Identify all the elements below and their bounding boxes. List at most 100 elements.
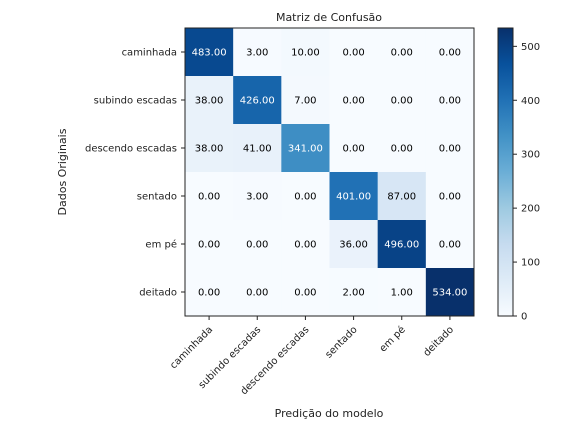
heatmap-cell	[281, 28, 330, 77]
heatmap-cell	[329, 124, 379, 173]
cell-value-label: 0.00	[391, 96, 413, 107]
heatmap-cell	[425, 124, 475, 173]
heatmap-cell	[329, 28, 379, 77]
cell-value-label: 341.00	[288, 144, 323, 155]
colorbar: 0 100 200 300 400 500	[497, 27, 540, 323]
heatmap-cell	[185, 76, 234, 125]
cell-value-label: 0.00	[439, 192, 461, 203]
cell-value-label: 87.00	[387, 192, 416, 203]
heatmap-cell	[377, 268, 427, 317]
cell-value-label: 0.00	[439, 240, 461, 251]
cell-value-label: 0.00	[246, 240, 268, 251]
heatmap-cell	[281, 268, 330, 317]
cell-value-label: 0.00	[246, 288, 268, 299]
heatmap-cell	[377, 220, 427, 269]
y-tick-label: caminhada	[122, 48, 177, 59]
heatmap-cell	[281, 124, 330, 173]
cell-value-label: 1.00	[391, 288, 413, 299]
cell-value-label: 0.00	[198, 288, 220, 299]
heatmap-cell	[425, 172, 475, 221]
cell-value-label: 38.00	[195, 96, 224, 107]
heatmap-cell	[377, 172, 427, 221]
x-axis-title: Predição do modelo	[275, 407, 384, 420]
colorbar-gradient	[497, 27, 514, 317]
cell-value-label: 0.00	[439, 96, 461, 107]
heatmap-cell	[281, 76, 330, 125]
heatmap-cell	[329, 172, 379, 221]
heatmap-cell-labels: 483.00 3.00 10.00 0.00 0.00 0.00 38.00 426.00 7.…	[192, 48, 468, 299]
cell-value-label: 426.00	[240, 96, 275, 107]
cell-value-label: 3.00	[246, 192, 268, 203]
colorbar-tick-label: 300	[521, 150, 540, 161]
y-tick-label: deitado	[139, 288, 177, 299]
cell-value-label: 496.00	[384, 240, 419, 251]
x-tick-label: sentado	[323, 324, 359, 360]
cell-value-label: 483.00	[192, 48, 227, 59]
cell-value-label: 534.00	[432, 288, 467, 299]
heatmap-cell	[281, 172, 330, 221]
heatmap-cell	[233, 76, 282, 125]
colorbar-tick-label: 400	[521, 96, 540, 107]
heatmap-cells	[185, 28, 475, 317]
cell-value-label: 0.00	[294, 288, 316, 299]
heatmap-cell	[281, 220, 330, 269]
heatmap-cell	[185, 28, 234, 77]
heatmap-cell	[185, 268, 234, 317]
heatmap-cell	[425, 28, 475, 77]
colorbar-tick-label: 500	[521, 42, 540, 53]
x-tick-label: caminhada	[168, 324, 215, 371]
cell-value-label: 2.00	[342, 288, 364, 299]
cell-value-label: 3.00	[246, 48, 268, 59]
cell-value-label: 0.00	[294, 192, 316, 203]
cell-value-label: 401.00	[336, 192, 371, 203]
y-axis-ticks: caminhada subindo escadas descendo escadas…	[85, 48, 185, 299]
y-tick-label: subindo escadas	[94, 96, 177, 107]
y-tick-label: em pé	[145, 239, 177, 251]
heatmap-cell	[185, 220, 234, 269]
heatmap-cell	[233, 28, 282, 77]
heatmap-cell	[425, 268, 475, 317]
colorbar-ticks: 0 100 200 300 400 500	[513, 42, 540, 323]
heatmap-cell	[377, 28, 427, 77]
cell-value-label: 41.00	[243, 144, 272, 155]
heatmap-cell	[425, 220, 475, 269]
cell-value-label: 36.00	[339, 240, 368, 251]
y-tick-label: sentado	[137, 192, 177, 203]
heatmap-cell	[233, 268, 282, 317]
cell-value-label: 10.00	[291, 48, 320, 59]
colorbar-tick-label: 0	[521, 312, 527, 323]
heatmap-cell	[185, 124, 234, 173]
colorbar-tick-label: 100	[521, 258, 540, 269]
chart-title: Matriz de Confusão	[276, 11, 382, 24]
heatmap-cell	[425, 76, 475, 125]
heatmap-cell	[377, 76, 427, 125]
cell-value-label: 0.00	[391, 144, 413, 155]
cell-value-label: 0.00	[439, 48, 461, 59]
cell-value-label: 0.00	[391, 48, 413, 59]
cell-value-label: 0.00	[294, 240, 316, 251]
x-tick-label: em pé	[377, 324, 408, 355]
heatmap-cell	[329, 268, 379, 317]
cell-value-label: 38.00	[195, 144, 224, 155]
heatmap-cell	[329, 220, 379, 269]
cell-value-label: 0.00	[342, 144, 364, 155]
heatmap-cell	[233, 124, 282, 173]
cell-value-label: 0.00	[342, 48, 364, 59]
x-tick-label: deitado	[422, 324, 457, 359]
y-axis-title: Dados Originais	[56, 128, 69, 215]
heatmap-cell	[233, 172, 282, 221]
cell-value-label: 0.00	[198, 192, 220, 203]
heatmap-cell	[377, 124, 427, 173]
cell-value-label: 0.00	[198, 240, 220, 251]
y-tick-label: descendo escadas	[85, 144, 177, 155]
cell-value-label: 0.00	[439, 144, 461, 155]
cell-value-label: 7.00	[294, 96, 316, 107]
cell-value-label: 0.00	[342, 96, 364, 107]
heatmap-cell	[233, 220, 282, 269]
heatmap-cell	[329, 76, 379, 125]
colorbar-tick-label: 200	[521, 204, 540, 215]
heatmap-cell	[185, 172, 234, 221]
plot-frame	[184, 27, 475, 317]
